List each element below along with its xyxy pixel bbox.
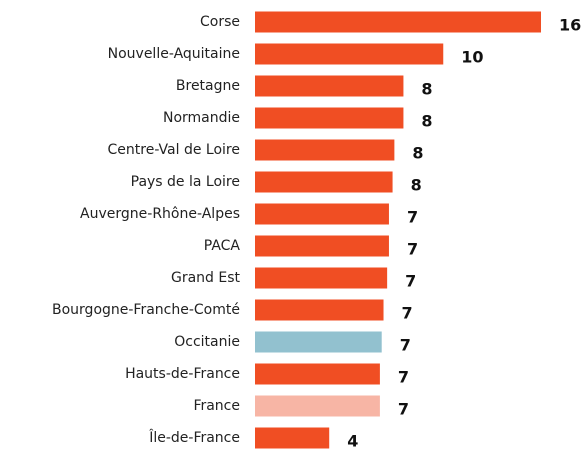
bar (255, 107, 404, 129)
bar (255, 203, 389, 225)
bar (255, 43, 444, 65)
category-label: Centre-Val de Loire (108, 142, 240, 158)
value-label: 7 (405, 272, 416, 291)
category-label: PACA (204, 238, 241, 254)
value-label: 7 (407, 208, 418, 227)
value-label: 8 (421, 80, 432, 99)
category-label: Corse (200, 14, 240, 30)
value-label: 7 (407, 240, 418, 259)
bar (255, 299, 384, 321)
category-label: Pays de la Loire (131, 174, 240, 190)
bar (255, 75, 404, 97)
value-label: 8 (411, 176, 422, 195)
category-label: Grand Est (171, 270, 241, 286)
category-label: Bourgogne-Franche-Comté (52, 302, 240, 318)
bar (255, 395, 380, 417)
value-label: 7 (402, 304, 413, 323)
bar (255, 139, 395, 161)
category-label: Île-de-France (148, 428, 240, 446)
value-label: 8 (421, 112, 432, 131)
bar (255, 331, 382, 353)
category-label: Bretagne (176, 78, 240, 94)
category-label: Hauts-de-France (125, 366, 240, 382)
bar (255, 171, 393, 193)
category-label: France (193, 398, 240, 414)
value-label: 7 (400, 336, 411, 355)
value-label: 4 (347, 432, 358, 450)
value-label: 16 (559, 16, 581, 35)
bar (255, 267, 388, 289)
category-label: Normandie (163, 110, 240, 126)
bar (255, 363, 380, 385)
category-label: Auvergne-Rhône-Alpes (80, 206, 240, 222)
category-label: Occitanie (174, 334, 240, 350)
bar (255, 235, 389, 257)
value-label: 7 (398, 400, 409, 419)
bar (255, 11, 541, 33)
value-label: 7 (398, 368, 409, 387)
bar (255, 427, 330, 449)
category-label: Nouvelle-Aquitaine (108, 46, 240, 62)
value-label: 10 (461, 48, 483, 67)
value-label: 8 (412, 144, 423, 163)
